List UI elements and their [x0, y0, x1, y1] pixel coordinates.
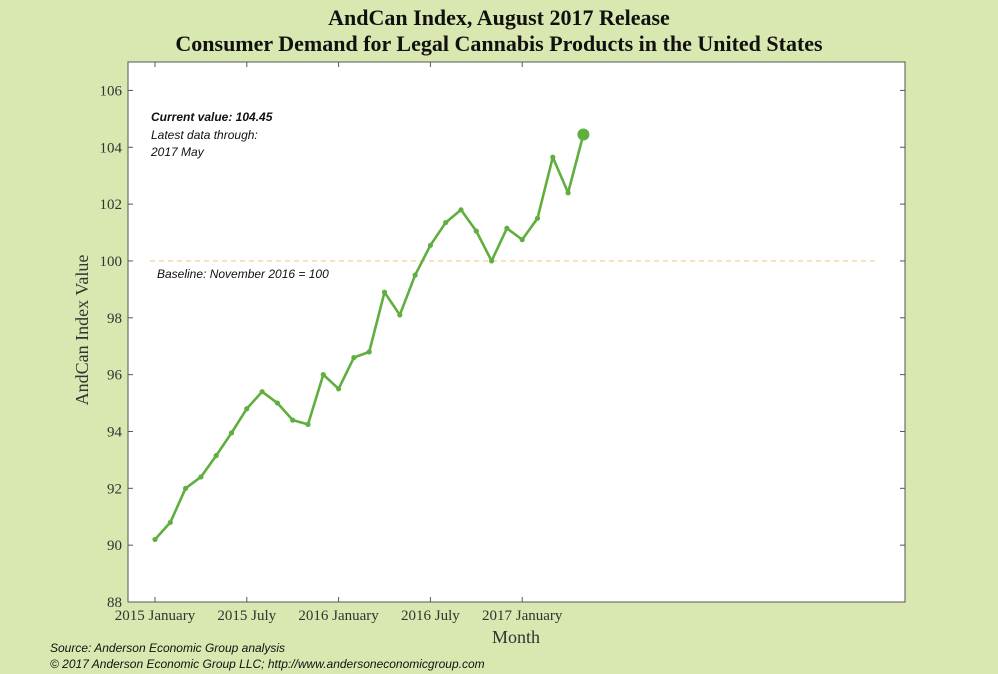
data-point	[412, 272, 418, 278]
current-value-point	[577, 128, 590, 141]
x-tick-label: 2017 January	[482, 608, 563, 624]
x-axis-title: Month	[492, 627, 540, 647]
data-point	[351, 354, 357, 361]
x-tick-label: 2015 July	[217, 608, 276, 624]
data-point	[443, 219, 449, 226]
data-point	[504, 225, 510, 231]
data-point	[183, 485, 189, 491]
data-point	[228, 430, 235, 436]
data-point	[534, 215, 541, 221]
data-point	[274, 400, 280, 406]
plot-area	[127, 61, 906, 603]
data-point	[489, 258, 495, 264]
data-point	[473, 228, 479, 234]
data-point	[519, 237, 525, 243]
y-tick-label: 96	[107, 368, 123, 384]
y-tick-label: 94	[107, 424, 123, 440]
series-layer	[152, 128, 590, 543]
data-point	[397, 312, 403, 318]
y-tick-label: 90	[107, 538, 122, 554]
baseline-label: Baseline: November 2016 = 100	[157, 267, 329, 281]
data-point	[366, 349, 372, 355]
y-tick-label: 98	[107, 311, 122, 327]
y-axis: 88 90 92 94 96 98 100 102 104 106	[100, 83, 905, 611]
data-point	[167, 519, 173, 526]
data-point	[290, 417, 296, 423]
y-tick-label: 88	[107, 595, 122, 611]
x-tick-label: 2016 July	[401, 608, 460, 624]
copyright-note: © 2017 Anderson Economic Group LLC; http…	[50, 657, 485, 671]
y-tick-label: 92	[107, 481, 122, 497]
y-axis-title: AndCan Index Value	[72, 255, 92, 406]
data-point	[152, 536, 158, 543]
latest-data-date: 2017 May	[150, 145, 205, 159]
latest-data-label: Latest data through:	[151, 128, 258, 142]
y-tick-label: 104	[100, 140, 123, 156]
data-point	[259, 389, 265, 395]
data-point	[427, 242, 433, 248]
x-tick-label: 2016 January	[298, 608, 379, 624]
x-axis: 2015 January 2015 July 2016 January 2016 Ju…	[115, 62, 563, 624]
data-point	[336, 386, 342, 392]
y-tick-label: 102	[100, 197, 123, 213]
data-point	[305, 421, 311, 427]
source-note: Source: Anderson Economic Group analysis	[50, 641, 286, 655]
data-point	[381, 289, 388, 295]
y-tick-label: 100	[100, 254, 123, 270]
chart-title: AndCan Index, August 2017 Release	[328, 5, 670, 30]
x-tick-label: 2015 January	[115, 608, 196, 624]
data-point	[198, 474, 204, 480]
data-point	[320, 372, 326, 378]
data-point	[244, 406, 250, 412]
data-point	[458, 207, 464, 213]
data-point	[213, 453, 219, 459]
data-point	[550, 154, 556, 160]
chart-subtitle: Consumer Demand for Legal Cannabis Produ…	[175, 31, 823, 56]
y-tick-label: 106	[100, 83, 123, 99]
current-value-label: Current value: 104.45	[151, 110, 273, 124]
data-point	[565, 190, 571, 196]
